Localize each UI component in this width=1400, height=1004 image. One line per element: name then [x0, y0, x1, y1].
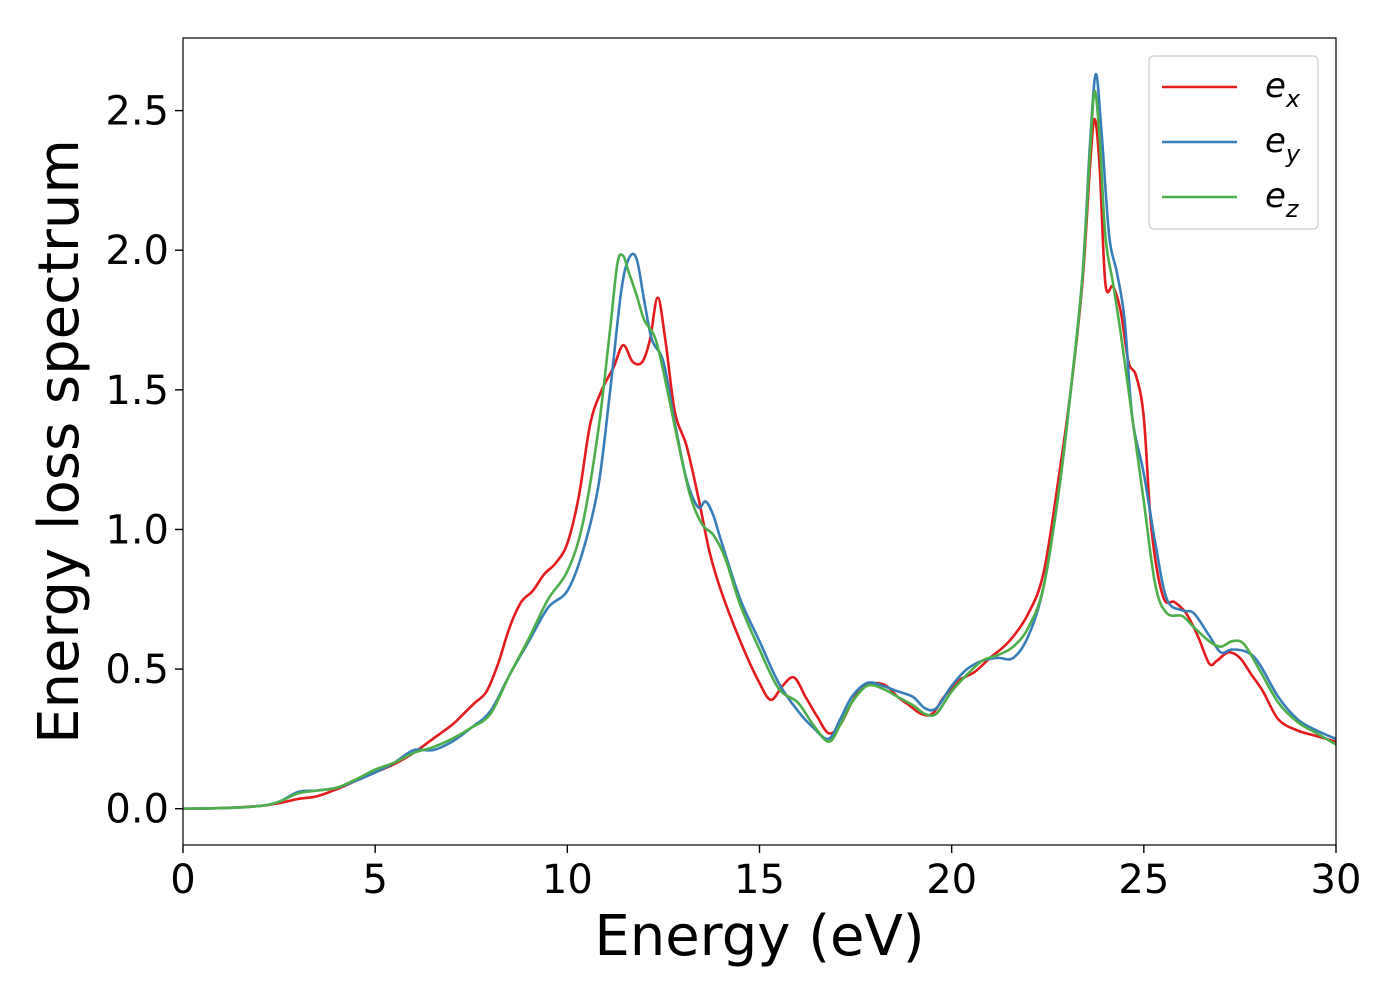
x-axis-label: Energy (eV)	[594, 904, 924, 969]
y-tick-label: 2.0	[105, 228, 169, 274]
legend-items: ex ey ez	[1162, 66, 1301, 223]
legend: ex ey ez	[1148, 55, 1319, 230]
x-tick-label: 10	[542, 857, 593, 903]
x-tick-label: 5	[362, 857, 387, 903]
y-axis-label: Energy loss spectrum	[27, 139, 92, 744]
y-tick-label: 2.5	[105, 89, 169, 135]
x-tick-label: 25	[1118, 857, 1169, 903]
y-tick-label: 1.0	[105, 507, 169, 553]
y-tick-label: 1.5	[105, 368, 169, 414]
legend-label-x: ex	[1265, 66, 1301, 113]
series-line-x	[183, 117, 1336, 810]
x-tick-label: 20	[926, 857, 977, 903]
x-tick-label: 0	[170, 857, 195, 903]
x-tick-label: 15	[734, 857, 785, 903]
ticks-layer: 0 5 10 15 20 25 30 0.0 0.5 1.0 1.5 2.0 2.5	[105, 89, 1361, 903]
legend-label-y: ey	[1265, 121, 1301, 168]
series-layer	[183, 72, 1336, 810]
y-tick-label: 0.5	[105, 647, 169, 693]
legend-label-z: ez	[1265, 176, 1300, 223]
x-tick-label: 30	[1311, 857, 1362, 903]
series-line-z	[183, 89, 1336, 810]
y-tick-label: 0.0	[105, 787, 169, 833]
